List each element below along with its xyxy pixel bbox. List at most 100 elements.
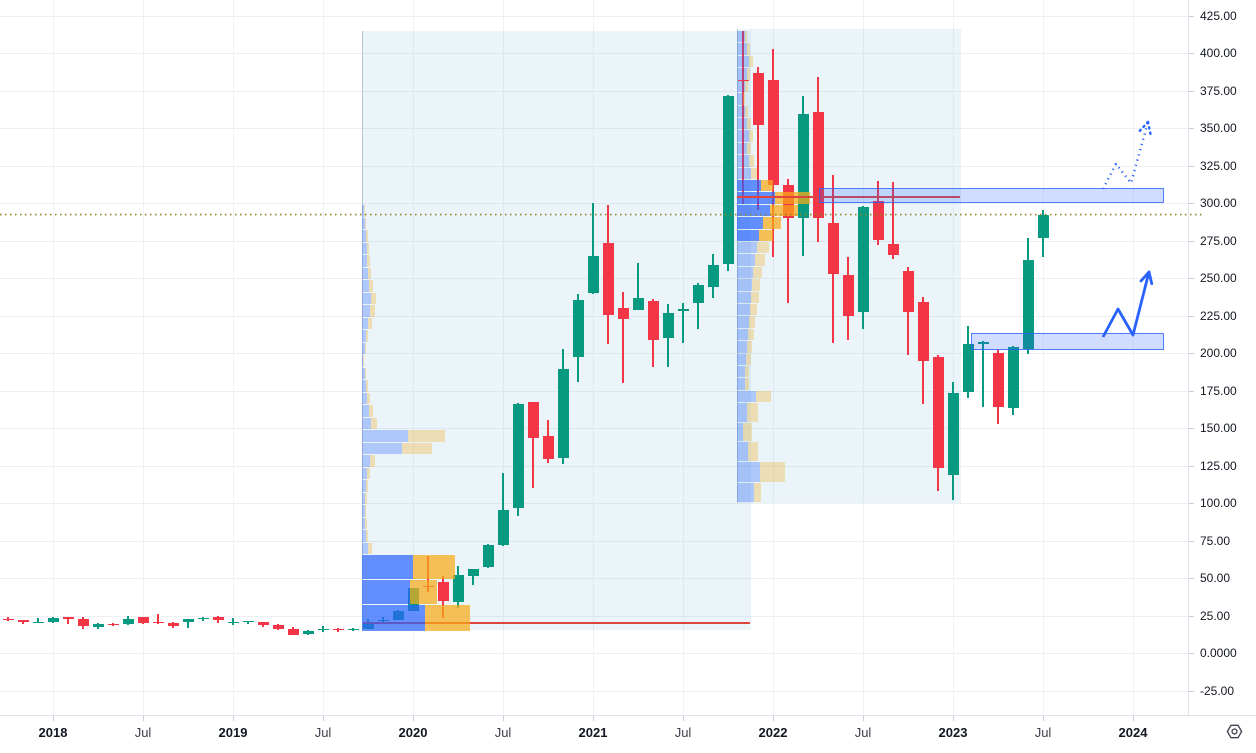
- price-label: 125.00: [1200, 458, 1237, 473]
- gridline-horizontal: [0, 690, 1188, 692]
- volume-profile-row-buy: [737, 329, 748, 340]
- time-label: 2023: [938, 725, 968, 740]
- price-tick: [1189, 203, 1194, 204]
- volume-profile-row-buy: [737, 316, 749, 328]
- volume-profile-row-buy: [362, 393, 367, 404]
- price-tick: [1189, 615, 1194, 617]
- volume-profile-row-sell: [410, 580, 437, 604]
- price-tick: [1189, 15, 1194, 17]
- volume-profile-row-sell: [751, 168, 757, 179]
- price-tick: [1189, 90, 1194, 92]
- candle-body: [77, 618, 89, 627]
- volume-profile-row-sell: [371, 293, 376, 304]
- time-tick: [53, 716, 54, 721]
- volume-profile-row-buy: [362, 218, 365, 229]
- volume-profile-row-buy: [362, 493, 365, 504]
- time-tick: [323, 716, 324, 721]
- candle-body: [1037, 214, 1049, 239]
- candle-body: [92, 623, 104, 628]
- candle-wick: [622, 292, 624, 384]
- candle-body: [557, 369, 569, 458]
- candle-body: [197, 617, 209, 619]
- candle-body: [752, 72, 764, 125]
- volume-profile-row-buy: [737, 366, 745, 377]
- fixed-range-volume-profile-1-range[interactable]: [362, 30, 751, 630]
- price-tick: [1189, 315, 1194, 317]
- poc-line[interactable]: [737, 195, 960, 198]
- volume-profile-row-sell: [747, 341, 752, 353]
- volume-profile-row-sell: [770, 205, 798, 216]
- volume-profile-row-buy: [362, 305, 370, 317]
- volume-profile-row-sell: [743, 423, 752, 441]
- candle-body: [827, 222, 839, 274]
- volume-profile-row-buy: [737, 254, 755, 266]
- candle-body: [857, 207, 869, 313]
- volume-profile-row-buy: [737, 378, 745, 390]
- volume-profile-row-sell: [747, 43, 750, 55]
- volume-profile-row-buy: [737, 93, 743, 105]
- candle-body: [992, 353, 1004, 407]
- candle-body: [962, 344, 974, 393]
- price-label: 200.00: [1200, 346, 1237, 360]
- candle-wick: [637, 262, 639, 311]
- candle-body: [332, 628, 344, 631]
- time-label: 2020: [398, 725, 428, 740]
- time-tick: [773, 716, 774, 721]
- volume-profile-row-buy: [737, 242, 757, 253]
- time-axis[interactable]: 2018 Jul 2019 Jul 2020 Jul 2021 Jul 2022 Jul 2023 J…: [0, 715, 1256, 753]
- candle-wick: [247, 620, 249, 625]
- candle-body: [707, 265, 719, 287]
- candle-body: [887, 244, 899, 256]
- price-axis[interactable]: 425.00 400.00 375.00 350.00 325.00 300.00 275.…: [1188, 0, 1256, 715]
- volume-profile-row-buy: [737, 341, 747, 353]
- volume-profile-row-buy: [737, 81, 745, 92]
- volume-profile-row-buy: [362, 318, 368, 329]
- candle-body: [587, 256, 599, 294]
- volume-profile-row-buy: [362, 368, 365, 379]
- volume-profile-row-sell: [371, 418, 377, 429]
- price-label: 250.00: [1200, 271, 1237, 285]
- chart-plot-area[interactable]: [0, 0, 1188, 715]
- price-tick: [1189, 503, 1194, 504]
- poc-line[interactable]: [363, 622, 750, 625]
- price-tick: [1189, 465, 1194, 467]
- time-label: 2018: [38, 725, 68, 740]
- volume-profile-row-sell: [759, 230, 773, 241]
- volume-profile-row-sell: [748, 329, 754, 340]
- price-label: 50.00: [1200, 571, 1231, 585]
- time-label: Jul: [1034, 725, 1052, 740]
- demand-zone-rectangle[interactable]: [971, 333, 1164, 350]
- volume-profile-row-buy: [737, 391, 756, 402]
- volume-profile-row-buy: [737, 68, 747, 80]
- candle-body: [122, 618, 134, 625]
- time-tick: [863, 716, 864, 721]
- supply-zone-rectangle[interactable]: [819, 187, 1164, 203]
- volume-profile-row-sell: [366, 380, 368, 392]
- candle-wick: [67, 617, 69, 624]
- volume-profile-row-buy: [737, 118, 747, 129]
- volume-profile-row-sell: [743, 93, 745, 105]
- price-label: 75.00: [1200, 533, 1231, 548]
- time-tick: [503, 716, 504, 721]
- candle-wick: [892, 182, 894, 260]
- volume-profile-row-buy: [737, 180, 761, 191]
- settings-icon[interactable]: [1222, 719, 1246, 743]
- gridline-horizontal: [0, 15, 1188, 17]
- volume-profile-row-sell: [755, 254, 765, 266]
- volume-profile-row-buy: [362, 243, 367, 254]
- volume-profile-row-sell: [747, 118, 751, 129]
- volume-profile-row-sell: [749, 130, 753, 142]
- candle-body: [932, 357, 944, 469]
- time-label: Jul: [494, 725, 512, 740]
- candle-body: [602, 243, 614, 316]
- time-label: Jul: [854, 725, 872, 740]
- gridline-vertical: [233, 0, 234, 715]
- volume-profile-row-sell: [745, 378, 749, 390]
- volume-profile-row-sell: [367, 243, 369, 254]
- price-label: -25.00: [1200, 683, 1235, 698]
- volume-profile-row-sell: [747, 403, 758, 422]
- volume-profile-row-sell: [408, 430, 445, 442]
- volume-profile-row-buy: [362, 468, 367, 479]
- price-label: 100.00: [1200, 496, 1237, 510]
